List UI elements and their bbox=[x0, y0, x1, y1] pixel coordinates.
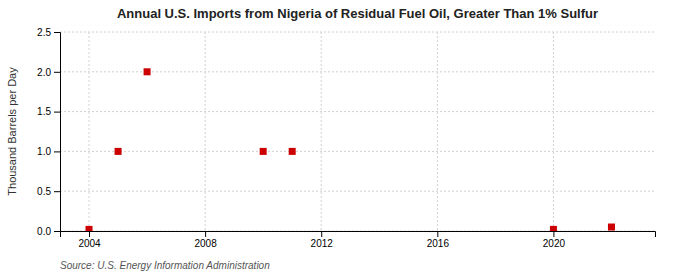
y-tick: 0.5 bbox=[37, 186, 60, 197]
y-tick-label: 1.5 bbox=[37, 106, 51, 117]
plot-area: 2004 2008 2012 2016 2020 0.0 0.5 1.0 1.5 2.0 2.5 bbox=[37, 27, 655, 249]
grid-line-x bbox=[437, 32, 438, 231]
x-axis-line bbox=[61, 232, 656, 238]
x-tick: 2004 bbox=[78, 231, 101, 249]
grid-line-y bbox=[60, 111, 655, 112]
grid-line-y bbox=[60, 32, 655, 33]
y-tick-mark bbox=[54, 191, 60, 192]
y-tick-mark bbox=[54, 231, 60, 232]
y-tick: 1.5 bbox=[37, 106, 60, 117]
x-tick-label: 2012 bbox=[311, 238, 334, 249]
grid-line-x bbox=[89, 32, 90, 231]
x-tick-label: 2008 bbox=[194, 238, 217, 249]
x-tick: 2016 bbox=[427, 231, 450, 249]
point bbox=[550, 226, 557, 231]
point bbox=[144, 68, 151, 75]
x-tick: 2012 bbox=[311, 231, 334, 249]
y-tick-mark bbox=[54, 112, 60, 113]
y-tick-mark bbox=[54, 151, 60, 152]
y-tick-label: 2.5 bbox=[37, 27, 51, 38]
y-tick: 0.0 bbox=[37, 226, 60, 237]
y-tick: 1.0 bbox=[37, 146, 60, 157]
x-tick: 2008 bbox=[194, 231, 217, 249]
y-tick-label: 0.5 bbox=[37, 186, 51, 197]
y-axis-title: Thousand Barrels per Day bbox=[6, 67, 18, 196]
x-tick-mark bbox=[321, 231, 322, 237]
point bbox=[289, 148, 296, 155]
y-axis-line bbox=[54, 33, 61, 232]
grid-line-y bbox=[60, 151, 655, 152]
y-tick-label: 1.0 bbox=[37, 146, 51, 157]
grid bbox=[60, 32, 655, 231]
grid-line-x bbox=[205, 32, 206, 231]
grid-line-x bbox=[553, 32, 554, 231]
y-tick: 2.0 bbox=[37, 67, 60, 78]
x-tick-label: 2020 bbox=[543, 238, 566, 249]
y-tick-mark bbox=[54, 72, 60, 73]
title: Annual U.S. Imports from Nigeria of Resi… bbox=[117, 6, 598, 21]
chart: 2004 2008 2012 2016 2020 0.0 0.5 1.0 1.5 2.0 2.5 An… bbox=[0, 0, 675, 275]
grid-line-y bbox=[60, 191, 655, 192]
y-tick-label: 0.0 bbox=[37, 226, 51, 237]
grid-line-x bbox=[321, 32, 322, 231]
point bbox=[260, 148, 267, 155]
y-tick-mark bbox=[54, 32, 60, 33]
y-tick-label: 2.0 bbox=[37, 67, 51, 78]
x-axis: 2004 2008 2012 2016 2020 bbox=[61, 231, 656, 249]
x-tick-mark bbox=[205, 231, 206, 237]
point bbox=[86, 226, 93, 231]
x-tick-mark bbox=[553, 231, 554, 237]
x-tick-label: 2004 bbox=[78, 238, 101, 249]
x-tick: 2020 bbox=[543, 231, 566, 249]
source-note: Source: U.S. Energy Information Administ… bbox=[60, 260, 270, 271]
x-tick-mark bbox=[437, 231, 438, 237]
points bbox=[86, 68, 615, 231]
y-tick: 2.5 bbox=[37, 27, 60, 38]
point bbox=[608, 224, 615, 231]
x-tick-label: 2016 bbox=[427, 238, 450, 249]
x-tick-mark bbox=[89, 231, 90, 237]
y-axis: 0.0 0.5 1.0 1.5 2.0 2.5 bbox=[37, 27, 60, 237]
point bbox=[115, 148, 122, 155]
